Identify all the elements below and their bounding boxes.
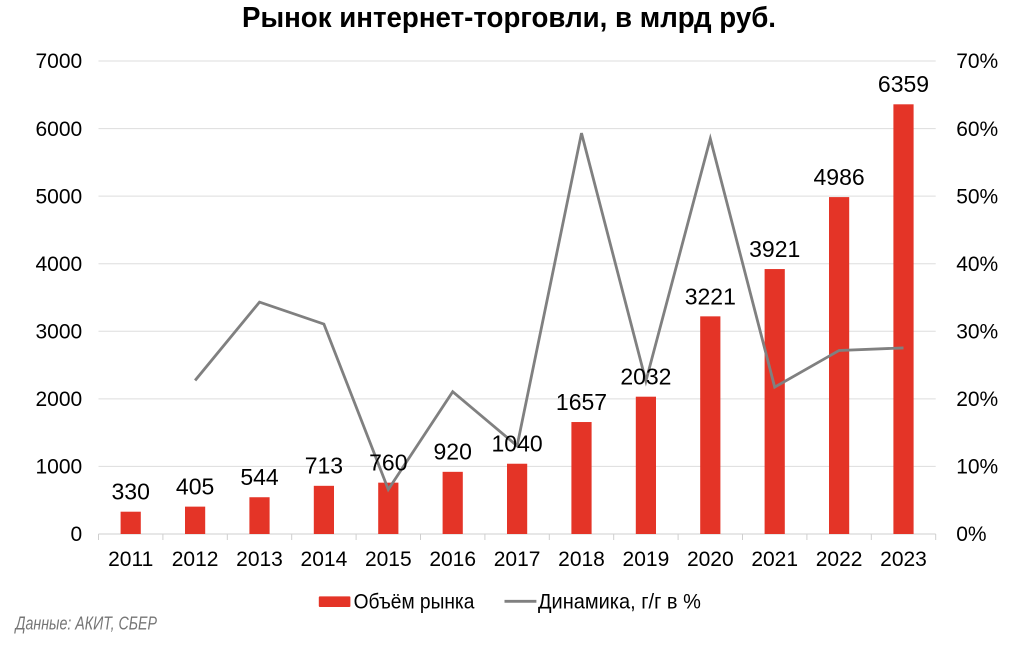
svg-text:70%: 70%: [956, 50, 998, 73]
svg-text:2022: 2022: [816, 548, 863, 571]
svg-text:544: 544: [240, 464, 279, 490]
svg-text:Рынок интернет-торговли, в млр: Рынок интернет-торговли, в млрд руб.: [242, 2, 776, 34]
svg-text:30%: 30%: [956, 320, 998, 343]
svg-text:2021: 2021: [751, 548, 798, 571]
svg-text:60%: 60%: [956, 118, 998, 141]
svg-text:1040: 1040: [492, 431, 543, 457]
svg-text:2018: 2018: [558, 548, 605, 571]
svg-text:6359: 6359: [878, 71, 929, 97]
svg-text:2020: 2020: [687, 548, 734, 571]
svg-text:2014: 2014: [301, 548, 348, 571]
svg-text:3000: 3000: [35, 320, 82, 343]
svg-text:2032: 2032: [620, 364, 671, 390]
svg-text:2023: 2023: [880, 548, 927, 571]
svg-text:10%: 10%: [956, 456, 998, 479]
svg-text:Данные: АКИТ, СБЕР: Данные: АКИТ, СБЕР: [14, 613, 157, 633]
svg-text:7000: 7000: [35, 50, 82, 73]
svg-text:920: 920: [434, 439, 472, 465]
svg-text:2016: 2016: [429, 548, 476, 571]
svg-text:330: 330: [112, 479, 150, 505]
svg-text:3221: 3221: [685, 283, 736, 309]
svg-text:4986: 4986: [814, 164, 865, 190]
svg-text:2000: 2000: [35, 388, 82, 411]
svg-text:405: 405: [176, 474, 214, 500]
svg-text:Объём рынка: Объём рынка: [354, 591, 475, 614]
svg-text:2017: 2017: [494, 548, 541, 571]
svg-text:0%: 0%: [956, 523, 986, 546]
svg-text:2012: 2012: [172, 548, 219, 571]
svg-text:713: 713: [305, 453, 343, 479]
svg-text:40%: 40%: [956, 253, 998, 276]
svg-text:5000: 5000: [35, 185, 82, 208]
svg-text:Динамика, г/г в %: Динамика, г/г в %: [538, 591, 701, 614]
svg-text:2019: 2019: [623, 548, 670, 571]
svg-text:0: 0: [71, 523, 83, 546]
svg-text:4000: 4000: [35, 253, 82, 276]
svg-text:3921: 3921: [749, 236, 800, 262]
svg-text:1657: 1657: [556, 389, 607, 415]
svg-text:760: 760: [369, 450, 407, 476]
svg-text:2015: 2015: [365, 548, 412, 571]
svg-text:6000: 6000: [35, 118, 82, 141]
svg-text:2013: 2013: [236, 548, 283, 571]
svg-text:20%: 20%: [956, 388, 998, 411]
svg-text:1000: 1000: [35, 456, 82, 479]
svg-text:2011: 2011: [108, 548, 153, 571]
svg-text:50%: 50%: [956, 185, 998, 208]
